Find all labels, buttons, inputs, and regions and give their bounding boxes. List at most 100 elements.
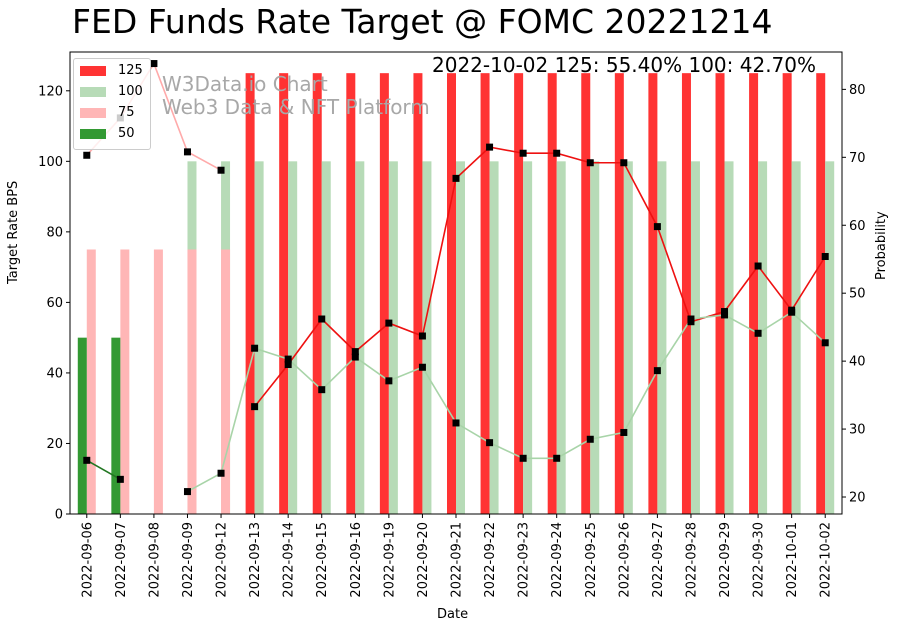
marker-100-2022-09-14	[284, 355, 292, 363]
bar-125-2022-10-01	[782, 73, 792, 514]
bar-125-2022-09-30	[749, 73, 759, 514]
marker-125-2022-10-02	[821, 253, 829, 261]
y2-axis-label: Probability	[874, 211, 889, 280]
bar-75-2022-09-08	[153, 249, 163, 514]
bar-100-2022-09-27	[657, 161, 667, 514]
x-axis-label: Date	[437, 607, 469, 622]
x-tick-label-2022-09-12: 2022-09-12	[215, 522, 230, 598]
chart-title: FED Funds Rate Target @ FOMC 20221214	[72, 2, 773, 41]
bar-125-2022-09-28	[681, 73, 691, 514]
x-tick-label-2022-09-07: 2022-09-07	[114, 522, 129, 598]
bar-125-2022-09-14	[279, 73, 289, 514]
marker-125-2022-09-13	[251, 403, 259, 411]
marker-100-2022-09-21	[452, 419, 460, 427]
bar-125-2022-09-13	[245, 73, 255, 514]
marker-50-2022-09-07	[116, 475, 124, 483]
marker-100-2022-09-24	[553, 454, 561, 462]
marker-100-2022-09-28	[687, 315, 695, 323]
marker-100-2022-09-29	[721, 311, 729, 319]
legend: 125 100 75 50	[73, 58, 151, 150]
line-100-segment-0	[187, 311, 826, 493]
bar-125-2022-09-20	[413, 73, 423, 514]
marker-75-2022-09-12	[217, 166, 225, 174]
y2-tick-label-30: 30	[849, 423, 866, 438]
marker-100-2022-09-26	[620, 428, 628, 436]
x-tick-label-2022-09-15: 2022-09-15	[315, 522, 330, 598]
x-tick-label-2022-09-30: 2022-09-30	[752, 522, 767, 598]
y2-tick-label-40: 40	[849, 355, 866, 370]
bar-125-2022-09-22	[480, 73, 490, 514]
marker-100-2022-09-20	[418, 363, 426, 371]
bar-75-2022-09-09	[187, 249, 197, 514]
marker-100-2022-09-23	[519, 454, 527, 462]
bar-100-2022-09-14	[288, 161, 298, 514]
bar-100-2022-09-24	[556, 161, 566, 514]
bar-100-2022-09-25	[590, 161, 600, 514]
bar-100-2022-09-30	[758, 161, 768, 514]
legend-label-125: 125	[118, 63, 143, 78]
bar-75-2022-09-07	[120, 249, 130, 514]
marker-125-2022-09-27	[653, 223, 661, 231]
marker-75-2022-09-09	[183, 148, 191, 156]
watermark-line-1: W3Data.io Chart	[162, 72, 328, 96]
y2-tick-label-50: 50	[849, 287, 866, 302]
y-tick-label-80: 80	[46, 225, 63, 240]
legend-label-50: 50	[118, 126, 135, 141]
bar-125-2022-09-29	[715, 73, 725, 514]
marker-100-2022-09-27	[653, 367, 661, 375]
bar-125-2022-10-02	[816, 73, 826, 514]
bar-50-2022-09-07	[111, 337, 121, 514]
y-tick-label-20: 20	[46, 437, 63, 452]
bar-100-2022-09-26	[623, 161, 633, 514]
marker-100-2022-09-12	[217, 469, 225, 477]
marker-125-2022-09-30	[754, 262, 762, 270]
marker-125-2022-09-20	[418, 332, 426, 340]
y-tick-label-120: 120	[38, 84, 63, 99]
x-tick-label-2022-09-13: 2022-09-13	[248, 522, 263, 598]
bar-125-2022-09-27	[648, 73, 658, 514]
x-tick-label-2022-09-09: 2022-09-09	[181, 522, 196, 598]
bar-125-2022-09-26	[614, 73, 624, 514]
legend-swatch-125	[80, 66, 106, 76]
y-tick-label-40: 40	[46, 366, 63, 381]
x-tick-label-2022-09-28: 2022-09-28	[684, 522, 699, 598]
bar-100-2022-09-16	[355, 161, 365, 514]
bar-125-2022-09-19	[379, 73, 389, 514]
y-tick-label-60: 60	[46, 296, 63, 311]
x-tick-label-2022-09-23: 2022-09-23	[517, 522, 532, 598]
y2-tick-label-60: 60	[849, 219, 866, 234]
bar-100-2022-09-15	[321, 161, 331, 514]
y2-tick-label-20: 20	[849, 491, 866, 506]
bar-50-2022-09-06	[77, 337, 87, 514]
x-tick-label-2022-09-21: 2022-09-21	[450, 522, 465, 598]
line-50-segment-0	[86, 459, 121, 481]
watermark-line-2: Web3 Data & NFT Platform	[162, 95, 430, 119]
bar-100-2022-10-02	[825, 161, 835, 514]
bar-75-2022-09-06	[86, 249, 96, 514]
bar-100-2022-09-22	[489, 161, 499, 514]
bar-125-2022-09-24	[547, 73, 557, 514]
marker-100-2022-10-02	[821, 339, 829, 347]
marker-100-2022-10-01	[788, 308, 796, 316]
marker-125-2022-09-26	[620, 159, 628, 167]
marker-125-2022-09-23	[519, 149, 527, 157]
latest-probability-annotation: 2022-10-02 125: 55.40% 100: 42.70%	[432, 53, 817, 77]
marker-100-2022-09-22	[486, 439, 494, 447]
marker-125-2022-09-22	[486, 143, 494, 151]
marker-125-2022-09-14	[284, 361, 292, 369]
marker-125-2022-09-19	[385, 319, 393, 327]
marker-100-2022-09-13	[251, 344, 259, 352]
x-tick-label-2022-09-08: 2022-09-08	[147, 522, 162, 598]
x-tick-label-2022-09-27: 2022-09-27	[651, 522, 666, 598]
x-tick-label-2022-09-20: 2022-09-20	[416, 522, 431, 598]
x-tick-label-2022-09-19: 2022-09-19	[382, 522, 397, 598]
bar-100-2022-09-28	[690, 161, 700, 514]
bar-125-2022-09-23	[514, 73, 524, 514]
bar-100-2022-09-29	[724, 161, 734, 514]
marker-125-2022-09-24	[553, 149, 561, 157]
marker-100-2022-09-09	[183, 488, 191, 496]
x-tick-label-2022-09-16: 2022-09-16	[349, 522, 364, 598]
marker-125-2022-09-25	[586, 159, 594, 167]
y2-tick-label-70: 70	[849, 151, 866, 166]
